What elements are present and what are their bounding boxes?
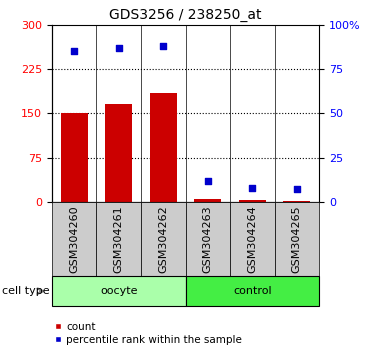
Point: [294, 187, 300, 192]
Text: cell type: cell type: [2, 286, 49, 296]
Point: [71, 48, 77, 54]
Text: GSM304263: GSM304263: [203, 205, 213, 273]
Bar: [283, 201, 310, 202]
Title: GDS3256 / 238250_at: GDS3256 / 238250_at: [109, 8, 262, 22]
Bar: [194, 199, 221, 202]
Legend: count, percentile rank within the sample: count, percentile rank within the sample: [50, 317, 246, 349]
Bar: [61, 113, 88, 202]
Bar: [239, 200, 266, 202]
Text: GSM304264: GSM304264: [247, 205, 257, 273]
Text: oocyte: oocyte: [100, 286, 138, 296]
Bar: [150, 93, 177, 202]
Point: [116, 45, 122, 51]
Point: [205, 178, 211, 183]
Text: GSM304261: GSM304261: [114, 205, 124, 273]
Point: [160, 43, 166, 49]
Text: GSM304260: GSM304260: [69, 205, 79, 273]
Text: control: control: [233, 286, 272, 296]
Point: [249, 185, 255, 190]
Text: GSM304262: GSM304262: [158, 205, 168, 273]
Bar: [105, 104, 132, 202]
Text: GSM304265: GSM304265: [292, 205, 302, 273]
